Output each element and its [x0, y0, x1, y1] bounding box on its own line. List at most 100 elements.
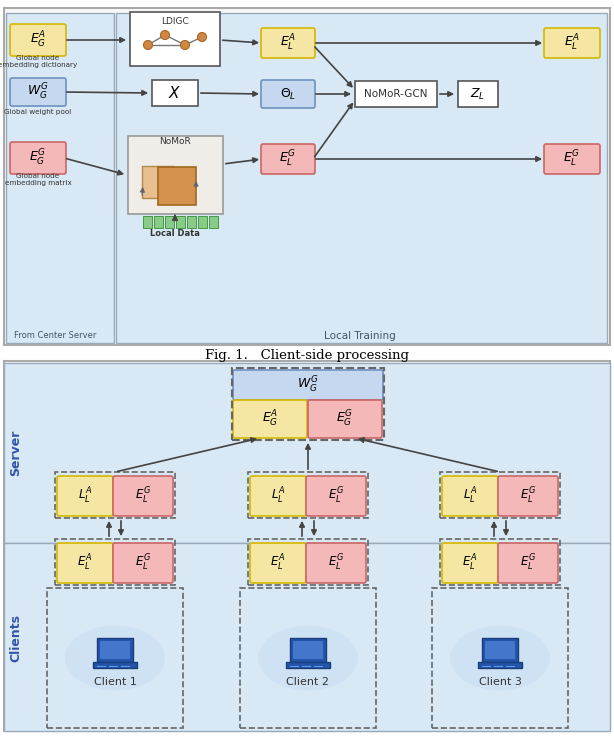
- Bar: [100, 641, 130, 659]
- Bar: [116, 13, 607, 343]
- Bar: [55, 472, 175, 518]
- Text: Local Training: Local Training: [324, 331, 396, 341]
- FancyBboxPatch shape: [250, 476, 306, 516]
- Bar: [232, 368, 384, 440]
- Circle shape: [144, 41, 152, 49]
- FancyBboxPatch shape: [113, 476, 173, 516]
- Ellipse shape: [450, 626, 550, 691]
- Text: From Center Server: From Center Server: [14, 331, 96, 340]
- Text: $Z_L$: $Z_L$: [470, 86, 486, 102]
- Text: $L_L^A$: $L_L^A$: [78, 486, 92, 506]
- Bar: [478, 662, 522, 668]
- FancyBboxPatch shape: [306, 476, 366, 516]
- Text: Fig. 1.   Client-side processing: Fig. 1. Client-side processing: [205, 348, 409, 362]
- FancyBboxPatch shape: [10, 24, 66, 56]
- Bar: [55, 539, 175, 585]
- Bar: [482, 638, 518, 662]
- Text: Client 1: Client 1: [93, 677, 136, 687]
- Text: $E_L^A$: $E_L^A$: [270, 553, 286, 573]
- Bar: [187, 216, 196, 228]
- Bar: [4, 8, 610, 345]
- Bar: [440, 539, 560, 585]
- Text: $E_L^G$: $E_L^G$: [520, 486, 536, 506]
- FancyBboxPatch shape: [10, 142, 66, 174]
- Bar: [158, 167, 196, 205]
- Bar: [4, 543, 610, 731]
- Bar: [240, 588, 376, 728]
- Text: $E_L^A$: $E_L^A$: [280, 33, 296, 53]
- FancyBboxPatch shape: [442, 543, 498, 583]
- FancyBboxPatch shape: [544, 144, 600, 174]
- Text: Clients: Clients: [9, 614, 23, 662]
- Bar: [176, 216, 185, 228]
- Text: $E_G^G$: $E_G^G$: [29, 148, 47, 168]
- FancyBboxPatch shape: [261, 144, 315, 174]
- Circle shape: [181, 41, 190, 49]
- Bar: [4, 361, 610, 731]
- Text: Server: Server: [9, 430, 23, 476]
- Text: LDIGC: LDIGC: [161, 18, 189, 27]
- FancyBboxPatch shape: [261, 28, 315, 58]
- Bar: [440, 472, 560, 518]
- FancyBboxPatch shape: [57, 543, 113, 583]
- Bar: [143, 216, 152, 228]
- Text: $E_L^G$: $E_L^G$: [564, 149, 581, 169]
- Ellipse shape: [258, 626, 358, 691]
- Bar: [286, 662, 330, 668]
- Bar: [6, 13, 114, 343]
- Text: $E_L^G$: $E_L^G$: [328, 486, 344, 506]
- Text: Client 3: Client 3: [478, 677, 521, 687]
- Bar: [154, 216, 163, 228]
- FancyBboxPatch shape: [308, 400, 382, 438]
- Text: $X$: $X$: [168, 85, 182, 101]
- Bar: [47, 588, 183, 728]
- Bar: [93, 662, 137, 668]
- Bar: [152, 80, 198, 106]
- Text: $E_L^A$: $E_L^A$: [564, 33, 580, 53]
- Bar: [355, 81, 437, 107]
- Bar: [142, 166, 174, 198]
- FancyBboxPatch shape: [233, 370, 383, 400]
- Text: $E_G^A$: $E_G^A$: [30, 30, 46, 50]
- Bar: [248, 539, 368, 585]
- Bar: [97, 638, 133, 662]
- Text: $E_L^G$: $E_L^G$: [520, 553, 536, 573]
- Text: Global node
embedding matrix: Global node embedding matrix: [5, 173, 71, 187]
- Text: $E_L^A$: $E_L^A$: [462, 553, 478, 573]
- FancyBboxPatch shape: [498, 543, 558, 583]
- Bar: [165, 216, 174, 228]
- FancyBboxPatch shape: [442, 476, 498, 516]
- Text: Client 2: Client 2: [287, 677, 330, 687]
- Text: NoMoR: NoMoR: [159, 137, 191, 147]
- Text: $E_L^A$: $E_L^A$: [77, 553, 93, 573]
- Bar: [290, 638, 326, 662]
- Text: NoMoR-GCN: NoMoR-GCN: [364, 89, 428, 99]
- Text: $E_L^G$: $E_L^G$: [135, 553, 151, 573]
- Bar: [248, 472, 368, 518]
- Bar: [128, 136, 223, 214]
- Text: Local Data: Local Data: [150, 230, 200, 238]
- Text: $E_L^G$: $E_L^G$: [328, 553, 344, 573]
- Ellipse shape: [65, 626, 165, 691]
- FancyBboxPatch shape: [250, 543, 306, 583]
- FancyBboxPatch shape: [498, 476, 558, 516]
- FancyBboxPatch shape: [57, 476, 113, 516]
- Text: Global weight pool: Global weight pool: [4, 109, 72, 115]
- Text: $W_G^G$: $W_G^G$: [297, 375, 319, 395]
- Bar: [130, 12, 220, 66]
- Circle shape: [198, 32, 206, 41]
- Text: $E_L^G$: $E_L^G$: [135, 486, 151, 506]
- Bar: [485, 641, 515, 659]
- Circle shape: [160, 30, 169, 40]
- Text: $\Theta_L$: $\Theta_L$: [280, 86, 296, 102]
- FancyBboxPatch shape: [306, 543, 366, 583]
- Bar: [458, 81, 498, 107]
- Bar: [432, 588, 568, 728]
- Text: $E_G^A$: $E_G^A$: [262, 409, 278, 429]
- Text: $E_L^G$: $E_L^G$: [279, 149, 297, 169]
- Text: Global node
embedding dictionary: Global node embedding dictionary: [0, 55, 77, 67]
- FancyBboxPatch shape: [261, 80, 315, 108]
- Bar: [4, 363, 610, 543]
- FancyBboxPatch shape: [113, 543, 173, 583]
- FancyBboxPatch shape: [233, 400, 307, 438]
